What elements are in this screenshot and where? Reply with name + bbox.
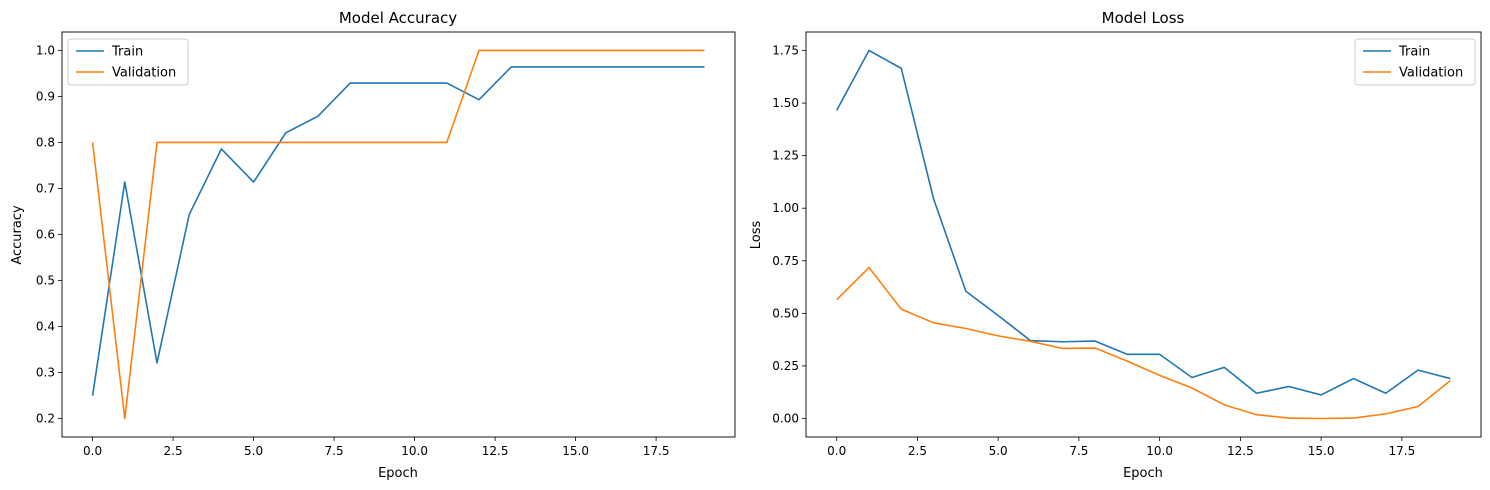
series-group (91, 49, 705, 420)
legend-label-validation: Validation (112, 66, 176, 81)
x-tick-label: 15.0 (1308, 444, 1335, 458)
y-tick-label: 0.3 (36, 366, 55, 380)
y-tick-label: 1.0 (36, 43, 55, 57)
y-tick-label: 1.25 (772, 149, 799, 163)
legend: Train Validation (1354, 38, 1476, 86)
legend-label-validation: Validation (1399, 66, 1463, 81)
series-line-train (835, 49, 1451, 396)
legend-label-train: Train (1398, 45, 1430, 60)
y-tick-label: 0.7 (36, 181, 55, 195)
x-tick-label: 10.0 (1146, 444, 1173, 458)
y-tick-label: 0.25 (772, 359, 799, 373)
x-tick-label: 5.0 (244, 444, 263, 458)
y-axis-label: Accuracy (10, 205, 25, 265)
accuracy-chart: Model Accuracy Epoch Accuracy 0.0 2.5 5.0 7… (10, 9, 736, 481)
x-tick-label: 0.0 (827, 444, 846, 458)
legend: Train Validation (67, 38, 189, 86)
y-tick-label: 0.4 (36, 320, 55, 334)
x-axis-label: Epoch (378, 466, 418, 481)
y-tick-label: 0.8 (36, 135, 55, 149)
series-line-validation (91, 49, 705, 420)
chart-title: Model Loss (1102, 9, 1185, 27)
y-tick-label: 0.5 (36, 274, 55, 288)
x-axis-label: Epoch (1123, 466, 1163, 481)
y-tick-label: 0.50 (772, 306, 799, 320)
x-tick-label: 0.0 (83, 444, 102, 458)
x-tick-label: 17.5 (643, 444, 670, 458)
y-tick-label: 0.00 (772, 411, 799, 425)
legend-label-train: Train (111, 45, 143, 60)
series-group (835, 49, 1451, 420)
x-tick-label: 2.5 (908, 444, 927, 458)
x-tick-label: 7.5 (1069, 444, 1088, 458)
y-axis-label: Loss (749, 221, 764, 250)
x-tick-label: 12.5 (1227, 444, 1254, 458)
loss-chart: Model Loss Epoch Loss 0.0 2.5 5.0 7.5 10.0 12… (749, 9, 1482, 481)
y-tick-label: 1.50 (772, 96, 799, 110)
y-tick-label: 0.75 (772, 254, 799, 268)
x-tick-label: 10.0 (401, 444, 428, 458)
x-tick-label: 2.5 (164, 444, 183, 458)
y-tick-label: 0.6 (36, 228, 55, 242)
y-tick-label: 0.9 (36, 89, 55, 103)
x-tick-label: 17.5 (1389, 444, 1416, 458)
chart-title: Model Accuracy (339, 9, 457, 27)
y-tick-label: 1.00 (772, 201, 799, 215)
x-tick-label: 7.5 (325, 444, 344, 458)
y-tick-label: 1.75 (772, 44, 799, 58)
x-tick-label: 15.0 (562, 444, 589, 458)
x-tick-label: 12.5 (482, 444, 509, 458)
series-line-train (91, 66, 705, 396)
x-tick-label: 5.0 (989, 444, 1008, 458)
y-tick-label: 0.2 (36, 412, 55, 426)
series-line-validation (836, 266, 1451, 420)
axes-frame (805, 31, 1482, 438)
